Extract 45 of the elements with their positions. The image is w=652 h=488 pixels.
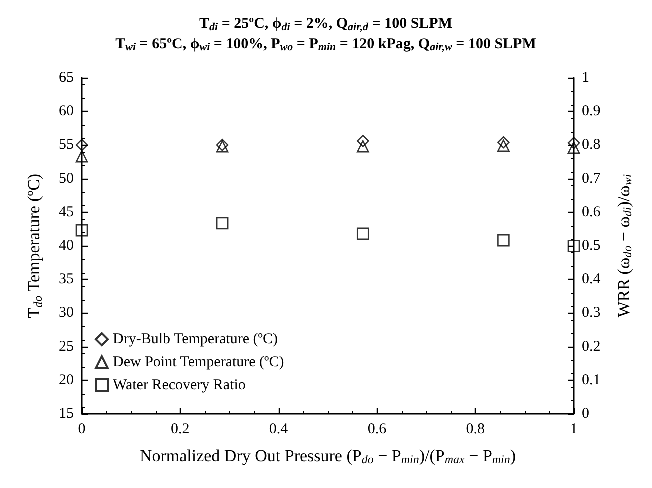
- y2-tick-label: 0.7: [582, 170, 602, 187]
- point: [356, 140, 370, 153]
- x-tick-label: 0.2: [171, 422, 190, 438]
- legend-label: Dry-Bulb Temperature (ºC): [113, 332, 278, 348]
- point: [568, 240, 580, 252]
- y-tick-label: 15: [59, 406, 74, 422]
- point: [498, 140, 510, 152]
- point: [498, 136, 510, 149]
- y-tick-label: 25: [59, 338, 74, 355]
- x-tick-label: 0: [78, 422, 86, 438]
- y2-tick-label: 0.9: [582, 104, 601, 120]
- y-tick-label: 40: [59, 238, 74, 254]
- point: [356, 135, 370, 148]
- point: [76, 139, 88, 152]
- y-tick-label: 50: [59, 170, 74, 187]
- y-axis-title: Tdo Temperature (ºC): [24, 174, 45, 318]
- y-tick-label: 20: [59, 372, 74, 388]
- y2-tick-label: 0.1: [582, 372, 601, 388]
- y2-tick-label: 0.3: [582, 305, 601, 322]
- y2-tick-label: 0.2: [582, 338, 601, 355]
- y2-tick-label: 1: [582, 70, 590, 86]
- point: [498, 234, 510, 247]
- y-tick-label: 65: [59, 70, 74, 86]
- x-tick-label: 0.6: [368, 422, 388, 438]
- y2-axis-title: WRR (ωdo − ωdi)/ωwi: [614, 174, 635, 318]
- x-tick-label: 0.4: [269, 422, 289, 438]
- y2-tick-label: 0.5: [582, 238, 601, 254]
- point: [76, 224, 88, 237]
- point: [76, 150, 88, 163]
- y-tick-label: 35: [59, 272, 74, 288]
- legend-label: Dew Point Temperature (ºC): [113, 354, 284, 370]
- point: [356, 228, 370, 240]
- y-tick-label: 30: [59, 305, 74, 322]
- legend-label: Water Recovery Ratio: [113, 378, 246, 394]
- y-tick-label: 60: [59, 104, 74, 120]
- y-tick-label: 45: [59, 204, 74, 220]
- y2-tick-label: 0.8: [582, 137, 601, 154]
- point: [216, 217, 229, 230]
- point: [568, 142, 580, 154]
- y2-tick-label: 0.4: [582, 272, 602, 288]
- x-tick-label: 0.8: [466, 422, 485, 438]
- y2-tick-label: 0: [582, 406, 590, 422]
- y2-tick-label: 0.6: [582, 204, 602, 220]
- x-tick-label: 1: [570, 422, 578, 438]
- y-tick-label: 55: [59, 137, 74, 154]
